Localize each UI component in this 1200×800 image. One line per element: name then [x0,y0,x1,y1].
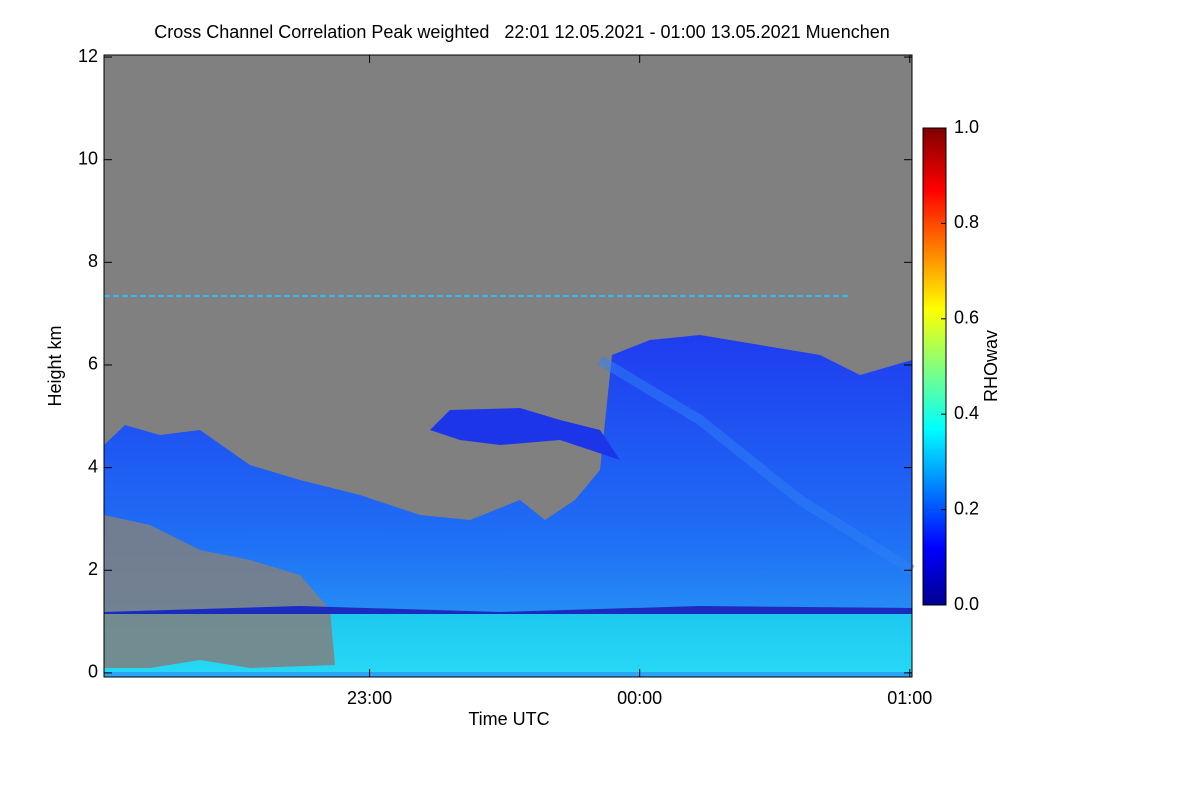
y-tick-label: 2 [88,559,98,579]
chart-title: Cross Channel Correlation Peak weighted … [154,22,890,42]
x-tick-label: 01:00 [887,688,932,708]
colorbar-tick-label: 0.0 [954,594,979,614]
y-tick-label: 4 [88,456,98,476]
colorbar-label: RHOwav [981,330,1001,402]
colorbar-tick-label: 0.6 [954,308,979,328]
colorbar-tick-label: 0.2 [954,498,979,518]
y-tick-label: 6 [88,354,98,374]
colorbar [922,127,947,606]
y-tick-label: 10 [78,148,98,168]
x-tick-label: 00:00 [617,688,662,708]
colorbar-tick-label: 0.8 [954,212,979,232]
y-tick-label: 8 [88,251,98,271]
plot-frame [103,54,913,678]
y-tick-label: 0 [88,662,98,682]
x-tick-label: 23:00 [347,688,392,708]
x-axis-label: Time UTC [468,709,549,729]
heatmap-image [104,55,915,677]
y-axis-label: Height km [45,325,65,406]
colorbar-tick-label: 1.0 [954,117,979,137]
y-tick-label: 12 [78,46,98,66]
colorbar-tick-label: 0.4 [954,403,979,423]
